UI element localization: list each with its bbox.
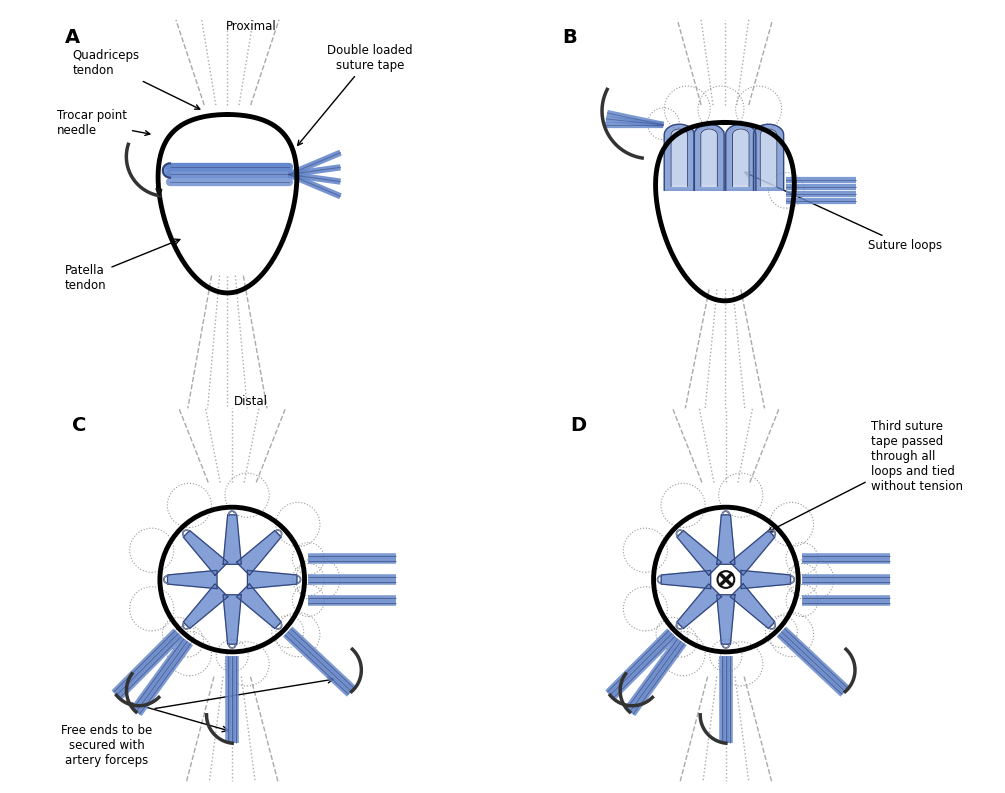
Polygon shape: [163, 163, 170, 178]
Text: B: B: [563, 28, 577, 47]
Polygon shape: [247, 570, 296, 588]
Polygon shape: [168, 570, 217, 588]
Polygon shape: [731, 531, 775, 575]
Polygon shape: [236, 531, 281, 575]
Polygon shape: [236, 584, 281, 629]
Polygon shape: [661, 570, 711, 588]
Polygon shape: [700, 129, 718, 186]
Text: Suture loops: Suture loops: [745, 172, 942, 252]
Polygon shape: [726, 125, 756, 190]
Polygon shape: [677, 531, 722, 575]
Text: Patella
tendon: Patella tendon: [65, 239, 180, 292]
Text: Proximal: Proximal: [226, 20, 276, 33]
Text: Double loaded
suture tape: Double loaded suture tape: [297, 44, 413, 145]
Polygon shape: [664, 125, 694, 190]
Polygon shape: [183, 584, 228, 629]
Polygon shape: [731, 584, 775, 629]
Text: D: D: [570, 416, 586, 435]
Polygon shape: [223, 595, 241, 644]
Text: Third suture
tape passed
through all
loops and tied
without tension: Third suture tape passed through all loo…: [768, 419, 963, 532]
Polygon shape: [760, 129, 777, 186]
Polygon shape: [694, 125, 725, 190]
Circle shape: [718, 571, 735, 588]
Polygon shape: [156, 189, 162, 196]
Text: C: C: [72, 416, 86, 435]
Polygon shape: [741, 570, 791, 588]
Text: A: A: [65, 28, 80, 47]
Polygon shape: [754, 125, 784, 190]
Polygon shape: [677, 584, 722, 629]
Text: Trocar point
needle: Trocar point needle: [57, 109, 150, 137]
Polygon shape: [733, 129, 749, 186]
Text: Distal: Distal: [234, 396, 268, 408]
Polygon shape: [671, 129, 687, 186]
Polygon shape: [223, 515, 241, 565]
Polygon shape: [183, 531, 228, 575]
Text: Free ends to be
secured with
artery forceps: Free ends to be secured with artery forc…: [61, 724, 152, 767]
Polygon shape: [717, 515, 735, 565]
Polygon shape: [717, 595, 735, 644]
Text: Quadriceps
tendon: Quadriceps tendon: [72, 49, 200, 109]
